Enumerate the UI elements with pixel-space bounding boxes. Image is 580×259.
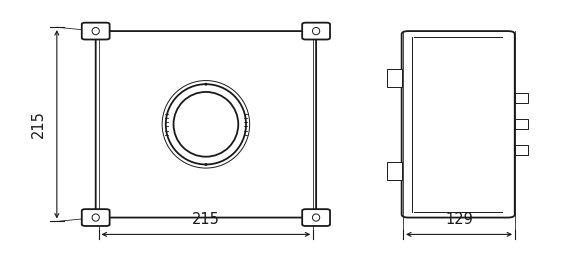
- Ellipse shape: [92, 214, 99, 221]
- FancyBboxPatch shape: [82, 23, 110, 39]
- Ellipse shape: [313, 214, 320, 221]
- Ellipse shape: [173, 92, 238, 157]
- Bar: [515, 119, 528, 129]
- FancyBboxPatch shape: [302, 209, 330, 226]
- Text: 215: 215: [31, 110, 46, 138]
- Bar: [515, 93, 528, 103]
- Ellipse shape: [205, 164, 206, 165]
- Ellipse shape: [313, 27, 320, 35]
- Ellipse shape: [162, 81, 249, 168]
- FancyBboxPatch shape: [302, 23, 330, 39]
- Bar: [387, 162, 401, 180]
- FancyBboxPatch shape: [401, 31, 515, 218]
- Ellipse shape: [92, 27, 99, 35]
- Ellipse shape: [205, 83, 206, 85]
- FancyBboxPatch shape: [82, 209, 110, 226]
- Bar: [515, 145, 528, 155]
- FancyBboxPatch shape: [96, 31, 316, 218]
- Ellipse shape: [166, 84, 246, 164]
- Bar: [387, 69, 401, 87]
- Text: 215: 215: [192, 212, 220, 227]
- Text: 129: 129: [445, 212, 473, 227]
